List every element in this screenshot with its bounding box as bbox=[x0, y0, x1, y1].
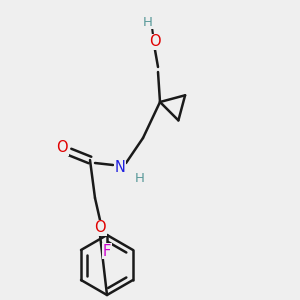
Text: F: F bbox=[103, 244, 111, 259]
Text: O: O bbox=[149, 34, 161, 50]
Text: O: O bbox=[94, 220, 106, 236]
Text: N: N bbox=[115, 160, 125, 175]
Text: O: O bbox=[56, 140, 68, 155]
Text: H: H bbox=[135, 172, 145, 184]
Text: H: H bbox=[143, 16, 153, 28]
